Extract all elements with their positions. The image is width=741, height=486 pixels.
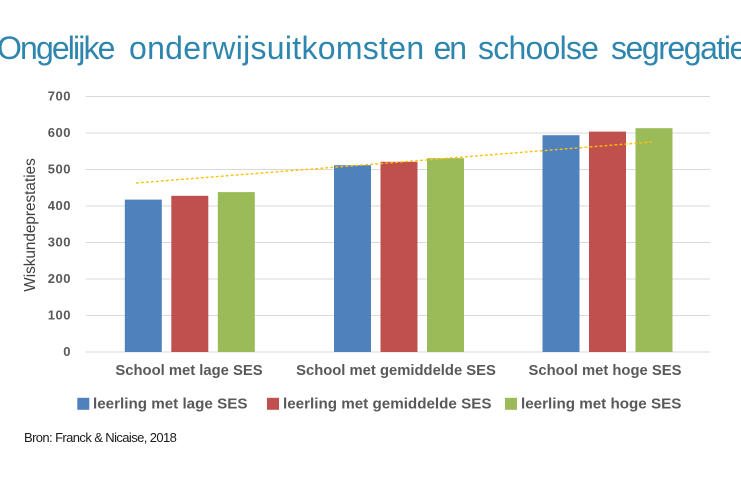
svg-text:School met gemiddelde SES: School met gemiddelde SES <box>296 363 496 379</box>
svg-text:School met hoge SES: School met hoge SES <box>529 363 682 379</box>
svg-text:300: 300 <box>48 235 71 250</box>
svg-text:500: 500 <box>48 162 71 177</box>
svg-text:400: 400 <box>48 198 71 213</box>
svg-text:200: 200 <box>48 271 71 286</box>
svg-text:Wiskundeprestaties: Wiskundeprestaties <box>22 158 39 292</box>
svg-text:leerling met gemiddelde SES: leerling met gemiddelde SES <box>283 396 491 413</box>
svg-text:100: 100 <box>48 308 71 323</box>
svg-text:leerling met hoge SES: leerling met hoge SES <box>521 396 681 413</box>
svg-text:leerling met lage SES: leerling met lage SES <box>93 396 247 413</box>
svg-text:600: 600 <box>48 125 71 140</box>
svg-text:School met lage SES: School met lage SES <box>115 363 262 379</box>
svg-text:700: 700 <box>48 89 71 104</box>
svg-text:0: 0 <box>63 344 71 359</box>
